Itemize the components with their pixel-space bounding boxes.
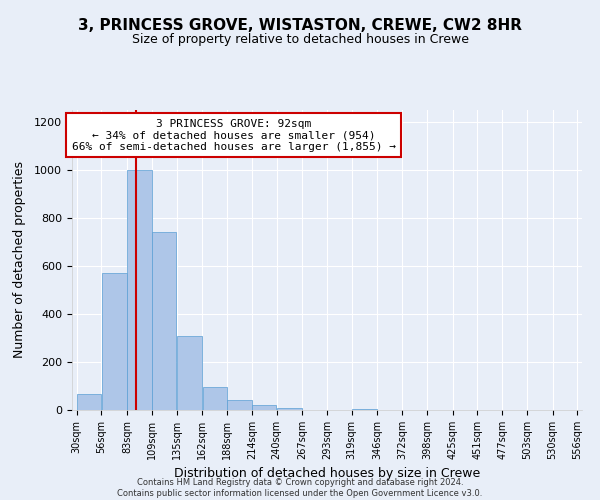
Bar [102, 273, 127, 410]
Bar [203, 387, 227, 410]
X-axis label: Distribution of detached houses by size in Crewe: Distribution of detached houses by size … [174, 468, 480, 480]
Y-axis label: Number of detached properties: Number of detached properties [13, 162, 26, 358]
Bar [252, 405, 277, 410]
Bar [227, 400, 251, 410]
Bar [77, 394, 101, 410]
Text: 3 PRINCESS GROVE: 92sqm
← 34% of detached houses are smaller (954)
66% of semi-d: 3 PRINCESS GROVE: 92sqm ← 34% of detache… [72, 118, 396, 152]
Text: Contains HM Land Registry data © Crown copyright and database right 2024.
Contai: Contains HM Land Registry data © Crown c… [118, 478, 482, 498]
Text: 3, PRINCESS GROVE, WISTASTON, CREWE, CW2 8HR: 3, PRINCESS GROVE, WISTASTON, CREWE, CW2… [78, 18, 522, 32]
Bar [127, 170, 152, 410]
Bar [177, 336, 202, 410]
Bar [352, 409, 377, 410]
Text: Size of property relative to detached houses in Crewe: Size of property relative to detached ho… [131, 32, 469, 46]
Bar [277, 408, 302, 410]
Bar [152, 232, 176, 410]
